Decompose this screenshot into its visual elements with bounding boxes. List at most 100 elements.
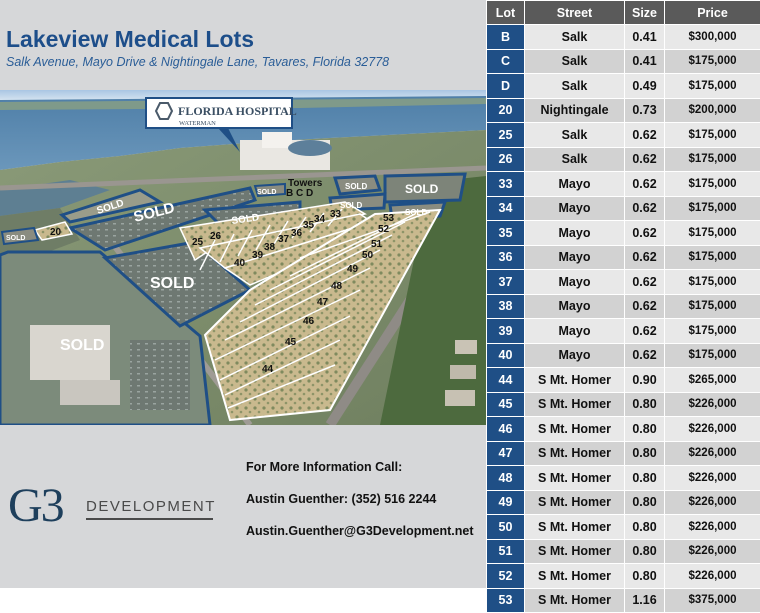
lot-cell: 35 (487, 221, 525, 246)
price-cell: $175,000 (665, 123, 760, 148)
logo-mark: G3 (8, 480, 63, 532)
lot-label-39: 39 (252, 250, 264, 261)
size-cell: 1.16 (625, 588, 665, 613)
header-price: Price (665, 1, 760, 25)
street-cell: Salk (525, 25, 625, 50)
lot-cell: 25 (487, 123, 525, 148)
lot-label-45: 45 (285, 337, 297, 348)
price-cell: $375,000 (665, 588, 760, 613)
price-cell: $175,000 (665, 172, 760, 197)
lot-label-25: 25 (192, 237, 204, 248)
lot-cell: 44 (487, 368, 525, 393)
price-cell: $175,000 (665, 147, 760, 172)
lot-cell: 50 (487, 515, 525, 540)
street-cell: Mayo (525, 221, 625, 246)
size-cell: 0.62 (625, 343, 665, 368)
lot-label-38: 38 (264, 242, 276, 253)
header-size: Size (625, 1, 665, 25)
street-cell: Mayo (525, 319, 625, 344)
left-panel: Lakeview Medical Lots Salk Avenue, Mayo … (0, 0, 486, 588)
size-cell: 0.80 (625, 466, 665, 491)
table-header-row: Lot Street Size Price (487, 1, 760, 25)
size-cell: 0.90 (625, 368, 665, 393)
price-cell: $175,000 (665, 319, 760, 344)
sold-label-towers-left: SOLD (345, 182, 367, 191)
header-street: Street (525, 1, 625, 25)
street-cell: S Mt. Homer (525, 490, 625, 515)
price-cell: $175,000 (665, 221, 760, 246)
lot-label-44: 44 (262, 364, 274, 375)
lot-cell: 34 (487, 196, 525, 221)
street-cell: Mayo (525, 196, 625, 221)
lot-label-34: 34 (314, 214, 326, 225)
size-cell: 0.62 (625, 319, 665, 344)
sold-label-right-small: SOLD (405, 208, 427, 217)
lot-cell: 51 (487, 539, 525, 564)
size-cell: 0.80 (625, 441, 665, 466)
size-cell: 0.80 (625, 417, 665, 442)
size-cell: 0.62 (625, 245, 665, 270)
lot-cell: 37 (487, 270, 525, 295)
lot-cell: 26 (487, 147, 525, 172)
price-cell: $200,000 (665, 98, 760, 123)
logo-underline (86, 518, 213, 520)
lot-cell: 47 (487, 441, 525, 466)
sold-label-campus: SOLD (60, 337, 104, 354)
price-cell: $226,000 (665, 539, 760, 564)
lot-cell: 52 (487, 564, 525, 589)
price-cell: $226,000 (665, 466, 760, 491)
price-cell: $265,000 (665, 368, 760, 393)
street-cell: Mayo (525, 343, 625, 368)
price-cell: $226,000 (665, 392, 760, 417)
street-cell: S Mt. Homer (525, 392, 625, 417)
street-cell: Salk (525, 49, 625, 74)
street-cell: S Mt. Homer (525, 466, 625, 491)
contact-email: Austin.Guenther@G3Development.net (246, 524, 474, 538)
lot-cell: 46 (487, 417, 525, 442)
page-title: Lakeview Medical Lots (6, 26, 254, 53)
lot-cell: 36 (487, 245, 525, 270)
page-subtitle: Salk Avenue, Mayo Drive & Nightingale La… (6, 55, 389, 69)
sold-label-towers-below: SOLD (340, 201, 362, 210)
lot-label-37: 37 (278, 234, 290, 245)
sold-label-right: SOLD (405, 182, 439, 196)
lot-label-47: 47 (317, 297, 329, 308)
street-cell: S Mt. Homer (525, 368, 625, 393)
contact-heading: For More Information Call: (246, 460, 402, 474)
price-cell: $300,000 (665, 25, 760, 50)
size-cell: 0.62 (625, 221, 665, 246)
size-cell: 0.41 (625, 49, 665, 74)
lot-cell: 39 (487, 319, 525, 344)
lot-cell: 33 (487, 172, 525, 197)
street-cell: S Mt. Homer (525, 515, 625, 540)
lot-label-26: 26 (210, 231, 222, 242)
lot-cell: 53 (487, 588, 525, 613)
size-cell: 0.80 (625, 392, 665, 417)
price-cell: $175,000 (665, 245, 760, 270)
lot-cell: 45 (487, 392, 525, 417)
size-cell: 0.49 (625, 74, 665, 99)
street-cell: S Mt. Homer (525, 417, 625, 442)
size-cell: 0.62 (625, 196, 665, 221)
lot-cell: B (487, 25, 525, 50)
street-cell: S Mt. Homer (525, 588, 625, 613)
towers-letters: B C D (286, 188, 313, 199)
lot-label-36: 36 (291, 228, 303, 239)
lot-label-33: 33 (330, 209, 342, 220)
g3-logo: G3 DEVELOPMENT (8, 480, 218, 536)
sold-label-center: SOLD (150, 275, 194, 292)
price-cell: $175,000 (665, 196, 760, 221)
